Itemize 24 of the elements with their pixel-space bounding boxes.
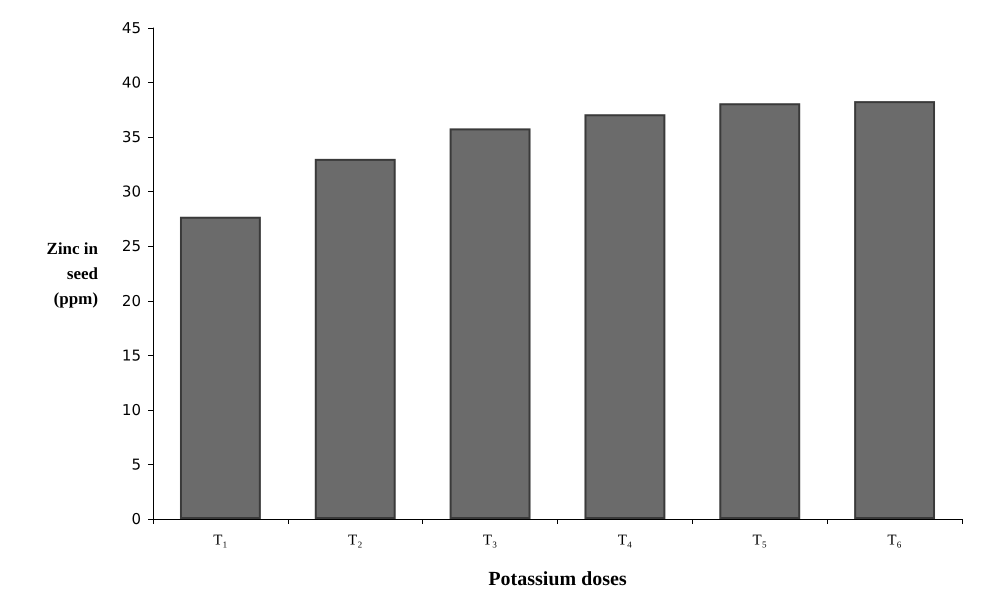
x-axis-title: Potassium doses — [488, 568, 627, 590]
x-tick-label: T₃ — [482, 532, 498, 548]
x-tick-label: T₅ — [752, 532, 767, 548]
y-tick-label: 40 — [122, 74, 141, 92]
y-tick-label: 15 — [122, 346, 141, 364]
x-tick-label: T₁ — [213, 532, 228, 548]
y-tick-label: 45 — [122, 19, 141, 37]
x-tick-label: T₂ — [348, 532, 362, 548]
bar — [584, 114, 666, 519]
y-tick-label: 35 — [122, 128, 141, 146]
x-tick-label: T₆ — [887, 532, 902, 548]
bar — [719, 103, 800, 519]
y-tick-label: 0 — [131, 510, 141, 528]
y-tick-label: 20 — [122, 292, 141, 310]
y-tick-label: 5 — [131, 455, 141, 474]
bar — [854, 101, 936, 519]
y-tick-label: 30 — [122, 182, 141, 201]
bar — [180, 216, 261, 519]
y-axis-title: Zinc in seed (ppm) — [46, 239, 99, 308]
bar — [450, 128, 531, 519]
y-tick-label: 25 — [122, 237, 141, 256]
x-tick-label: T₄ — [618, 532, 632, 548]
bar — [314, 158, 396, 519]
y-tick-label: 10 — [122, 400, 141, 419]
